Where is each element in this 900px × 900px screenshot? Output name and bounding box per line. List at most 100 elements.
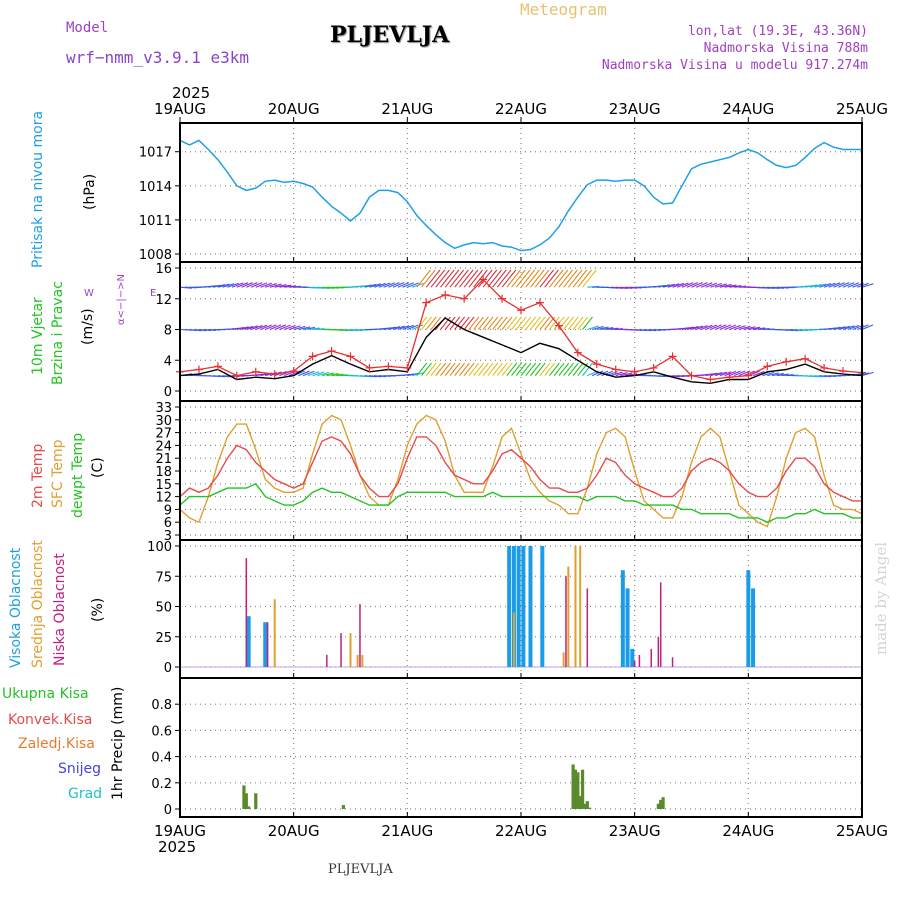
gust-marker — [782, 357, 791, 366]
wind-arrow — [425, 362, 437, 376]
wind-arrow — [667, 283, 680, 288]
wind-arrow — [705, 372, 718, 377]
wind-arrow — [250, 282, 263, 288]
wind-arrow — [842, 325, 855, 331]
wind-arrow — [269, 324, 282, 331]
wind-arrow — [312, 371, 325, 377]
precip-bar — [242, 785, 246, 809]
wind-arrow — [572, 269, 588, 288]
precip-bar — [583, 803, 587, 809]
wind-arrow — [222, 283, 235, 288]
wind-arrow — [241, 282, 253, 288]
gust-marker — [346, 352, 355, 361]
gust-marker — [839, 367, 848, 376]
day-label-top: 19AUG — [154, 100, 206, 118]
wind-arrow — [833, 326, 846, 331]
wind-arrow — [738, 325, 751, 331]
wind-arrow — [440, 362, 451, 376]
precip-bar — [659, 799, 663, 809]
wind-arrow — [236, 282, 249, 288]
y-tick-label: 12 — [155, 491, 172, 506]
wind-arrow — [302, 370, 315, 377]
day-label-top: 22AUG — [495, 100, 547, 118]
wind-arrow — [255, 324, 268, 331]
wind-arrow — [402, 282, 414, 288]
wind-arrow — [274, 284, 287, 288]
precip-legend-snow: Snijeg — [58, 761, 102, 777]
day-label-bottom: 21AUG — [381, 822, 433, 840]
cloud-bar — [528, 546, 533, 667]
wind-arrow — [506, 362, 518, 376]
cloud-bar — [586, 588, 589, 667]
wind-arrow — [710, 372, 723, 377]
wind-arrow — [515, 269, 531, 288]
cloud-bar — [638, 654, 641, 667]
wind-arrow — [567, 362, 579, 376]
model-label: Model — [66, 20, 109, 36]
wind-arrow — [558, 269, 573, 288]
wind-arrow — [582, 269, 597, 288]
wind-arrow — [378, 282, 391, 288]
wind-arrow — [416, 362, 428, 376]
wind-arrow — [776, 373, 789, 377]
gust-marker — [725, 373, 734, 382]
cloud-bar — [266, 622, 269, 667]
wind-arrow — [577, 269, 592, 288]
gust-marker — [403, 363, 412, 372]
wind-arrow — [833, 282, 845, 288]
wind-arrow — [838, 325, 851, 331]
cloud-bar — [507, 546, 512, 667]
cloud-bar — [567, 566, 570, 667]
wind-arrow — [440, 316, 451, 330]
y-tick-label: 12 — [155, 293, 172, 308]
wind-arrow — [369, 283, 382, 288]
wind-arrow — [288, 370, 301, 377]
wind-arrow — [606, 327, 619, 331]
cloud-bar — [356, 654, 359, 667]
wind-arrow — [506, 316, 518, 330]
y-tick-label: 100 — [147, 540, 172, 555]
gust-marker — [687, 371, 696, 380]
wind-arrow — [828, 282, 841, 288]
sfc-temp-line — [179, 414, 863, 528]
page-title: PLJEVLJA — [330, 22, 450, 48]
day-label-top: 25AUG — [836, 100, 888, 118]
wind-arrow — [397, 325, 410, 331]
cloud-bar — [630, 648, 635, 667]
wind-arrow — [520, 316, 532, 330]
wind-arrow — [298, 326, 311, 331]
cloud-bar — [620, 570, 625, 667]
wind-arrow — [530, 316, 541, 330]
wind-arrow — [582, 316, 593, 330]
wind-arrow — [463, 316, 475, 330]
day-label-bottom: 24AUG — [722, 822, 774, 840]
cloud-bar — [349, 633, 352, 667]
gust-marker — [763, 362, 772, 371]
y-tick-label: 21 — [155, 452, 172, 467]
day-label-bottom: 19AUG — [154, 822, 206, 840]
wind-arrow — [601, 370, 613, 377]
cloud-bar — [633, 660, 636, 667]
wind-arrow — [430, 316, 442, 330]
wind-arrow — [231, 282, 244, 288]
wind-arrow — [463, 269, 479, 288]
wind-arrow — [700, 282, 713, 288]
wind-arrow — [293, 325, 306, 331]
cloud-bar — [512, 612, 515, 667]
wind-arrow — [752, 370, 765, 377]
wind-arrow — [558, 362, 570, 376]
wind-arrow — [326, 373, 339, 377]
model-name: wrf−nmm_v3.9.1 e3km — [66, 48, 250, 67]
wind-arrow — [407, 324, 419, 331]
cloud-bar — [246, 616, 251, 667]
wind-arrow — [515, 362, 527, 376]
wind-arrow — [501, 362, 513, 376]
wind-arrow — [477, 362, 489, 376]
precip-bar — [656, 803, 660, 809]
gust-marker — [422, 298, 431, 307]
cloud-bar — [245, 558, 248, 667]
gust-marker — [232, 371, 241, 380]
gust-marker — [706, 375, 715, 384]
wind-arrow — [241, 325, 254, 331]
wind-arrow — [610, 371, 623, 377]
